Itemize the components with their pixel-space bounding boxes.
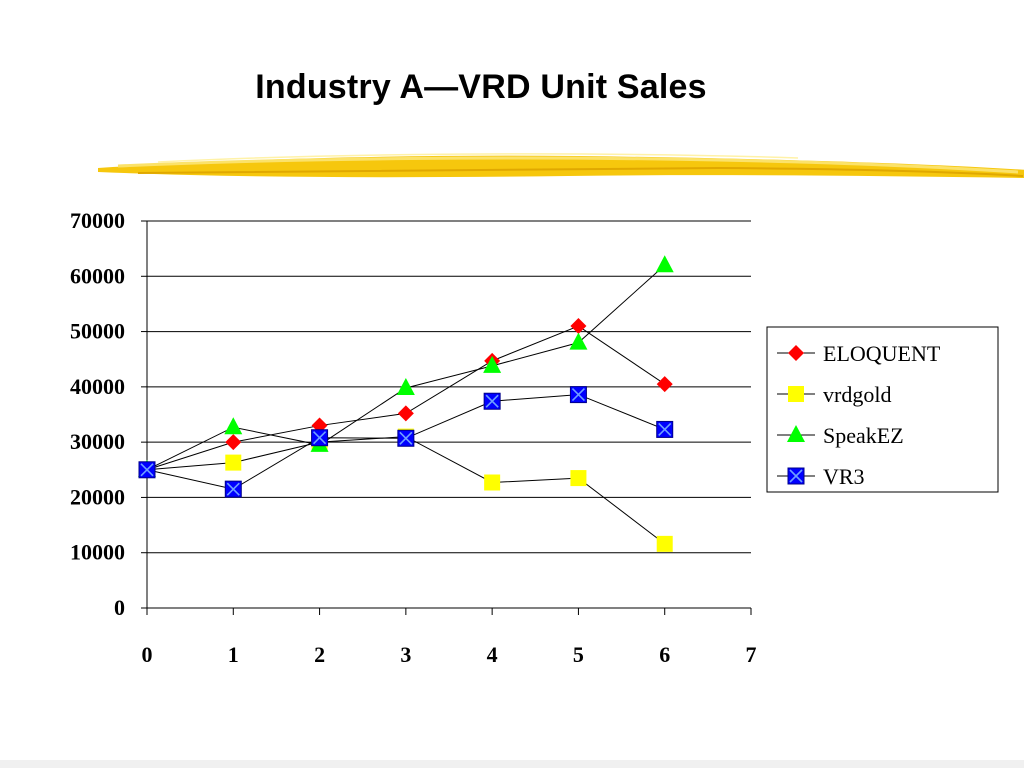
x-tick-label: 3	[400, 642, 411, 667]
legend-marker	[787, 425, 805, 442]
data-point-vr3	[224, 480, 242, 498]
legend-label: ELOQUENT	[823, 341, 941, 366]
legend-entry-vrdgold: vrdgold	[777, 382, 891, 407]
data-point-speakez	[396, 377, 415, 395]
series-lines	[138, 255, 674, 552]
legend-label: VR3	[823, 464, 865, 489]
data-point-vr3	[311, 429, 329, 447]
data-point-eloquent	[397, 405, 414, 422]
y-tick-label: 20000	[70, 484, 125, 509]
x-tick-label: 5	[573, 642, 584, 667]
x-tick-label: 6	[659, 642, 670, 667]
data-point-speakez	[569, 332, 588, 350]
x-tick-label: 7	[746, 642, 757, 667]
y-tick-label: 10000	[70, 540, 125, 565]
slide-footer-bar	[0, 760, 1024, 768]
series-line-vrdgold	[146, 436, 666, 545]
y-tick-label: 50000	[70, 319, 125, 344]
yellow-brush-stroke	[98, 153, 1024, 178]
data-point-vr3	[569, 386, 587, 404]
data-point-vrdgold	[484, 474, 501, 491]
legend-marker	[788, 386, 804, 402]
y-tick-label: 70000	[70, 208, 125, 233]
data-point-vr3	[656, 420, 674, 438]
data-point-speakez	[483, 355, 502, 373]
y-tick-label: 60000	[70, 263, 125, 288]
y-tick-label: 30000	[70, 429, 125, 454]
y-tick-labels: 0 10000 20000 30000 40000 50000 60000 70000	[70, 208, 125, 620]
y-tick-label: 0	[114, 595, 125, 620]
legend-entry-vr3: VR3	[777, 464, 865, 489]
legend-label: vrdgold	[823, 382, 891, 407]
x-tick-label: 1	[228, 642, 239, 667]
data-point-eloquent	[570, 318, 587, 335]
data-point-vr3	[397, 429, 415, 447]
legend-marker	[787, 467, 805, 485]
legend-entry-eloquent: ELOQUENT	[777, 341, 941, 366]
y-tick-label: 40000	[70, 374, 125, 399]
slide-title: Industry A—VRD Unit Sales	[255, 68, 707, 106]
data-point-speakez	[655, 255, 674, 273]
data-point-vrdgold	[225, 454, 242, 471]
x-tick-label: 0	[142, 642, 153, 667]
legend-box	[766, 326, 999, 493]
axes	[141, 220, 752, 615]
data-point-vrdgold	[570, 470, 587, 487]
data-point-speakez	[224, 417, 243, 435]
data-point-vr3	[483, 392, 501, 410]
data-point-eloquent	[225, 434, 242, 451]
data-point-eloquent	[656, 376, 673, 393]
legend-marker	[788, 345, 804, 361]
legend: ELOQUENT vrdgold SpeakEZ VR3	[766, 326, 999, 493]
x-tick-label: 4	[487, 642, 498, 667]
data-point-vrdgold	[656, 535, 673, 552]
x-tick-label: 2	[314, 642, 325, 667]
x-tick-labels: 0 1 2 3 4 5 6 7	[142, 642, 757, 667]
legend-label: SpeakEZ	[823, 423, 904, 448]
legend-entry-speakez: SpeakEZ	[777, 423, 904, 448]
data-point-vr3	[138, 461, 156, 479]
